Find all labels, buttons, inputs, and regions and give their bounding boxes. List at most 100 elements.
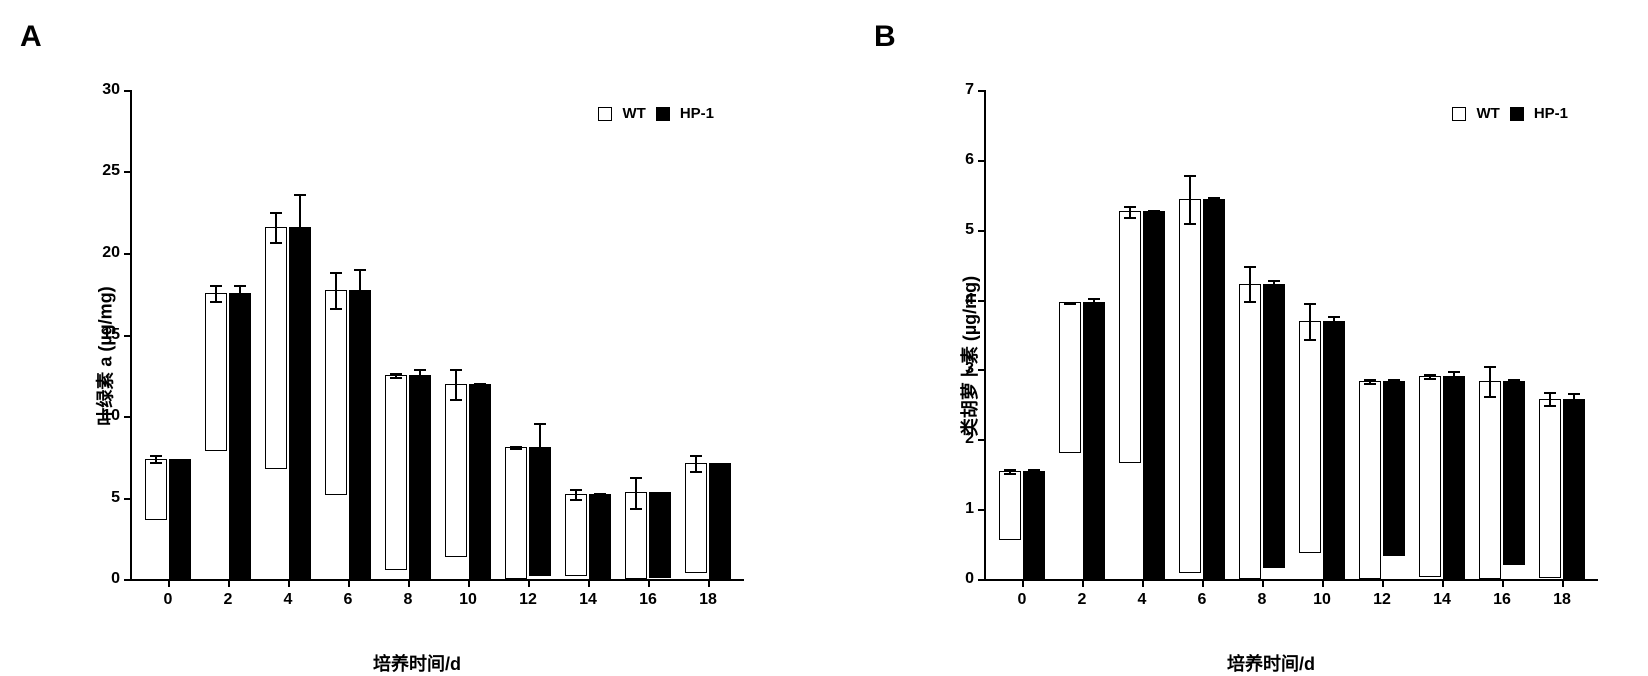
error-bar xyxy=(1069,302,1071,306)
error-bar xyxy=(1189,175,1191,225)
error-bar xyxy=(695,455,697,473)
bar-group xyxy=(505,447,551,579)
bar-hp-1 xyxy=(169,459,191,579)
x-tick xyxy=(1322,579,1324,587)
error-bar xyxy=(299,194,301,261)
bar-hp-1 xyxy=(289,227,311,579)
error-bar xyxy=(1009,469,1011,475)
error-bar xyxy=(1129,206,1131,219)
error-bar xyxy=(1153,210,1155,214)
x-tick-label: 8 xyxy=(404,591,413,609)
x-tick xyxy=(288,579,290,587)
x-tick xyxy=(348,579,350,587)
x-tick-label: 2 xyxy=(224,591,233,609)
bar-wt xyxy=(1239,284,1261,579)
bars-b xyxy=(986,90,1598,579)
x-tick xyxy=(168,579,170,587)
error-bar xyxy=(1213,197,1215,202)
y-tick-label: 0 xyxy=(965,570,974,588)
plot-area-a: WT HP-1 051015202530 024681012141618 xyxy=(130,90,744,581)
error-bar xyxy=(419,369,421,384)
bar-group xyxy=(565,494,611,579)
bars-a xyxy=(132,90,744,579)
y-tick xyxy=(978,160,986,162)
bar-wt xyxy=(1179,199,1201,573)
x-tick-label: 8 xyxy=(1258,591,1267,609)
y-tick-label: 10 xyxy=(102,407,120,425)
bar-hp-1 xyxy=(709,463,731,579)
bar-group xyxy=(1359,381,1405,579)
error-bar xyxy=(239,285,241,303)
error-bar xyxy=(659,492,661,495)
error-bar xyxy=(479,383,481,387)
y-tick xyxy=(978,230,986,232)
bar-hp-1 xyxy=(1383,381,1405,556)
y-tick xyxy=(124,335,132,337)
y-tick xyxy=(978,300,986,302)
x-tick xyxy=(588,579,590,587)
y-tick-label: 5 xyxy=(965,221,974,239)
x-tick-label: 14 xyxy=(1433,591,1451,609)
x-tick xyxy=(1442,579,1444,587)
x-tick xyxy=(1382,579,1384,587)
x-tick xyxy=(1022,579,1024,587)
x-tick-label: 10 xyxy=(459,591,477,609)
y-tick-label: 7 xyxy=(965,81,974,99)
y-tick xyxy=(124,498,132,500)
bar-wt xyxy=(205,293,227,451)
x-tick xyxy=(408,579,410,587)
bar-wt xyxy=(325,290,347,495)
bar-group xyxy=(445,384,491,579)
bar-group xyxy=(1059,302,1105,579)
panel-label-b: B xyxy=(874,20,896,54)
bar-hp-1 xyxy=(1443,376,1465,579)
bar-wt xyxy=(625,492,647,579)
error-bar xyxy=(335,272,337,310)
error-bar xyxy=(359,269,361,313)
x-tick xyxy=(1202,579,1204,587)
bar-group xyxy=(685,463,731,579)
error-bar xyxy=(215,285,217,303)
bar-wt xyxy=(685,463,707,573)
bar-hp-1 xyxy=(469,384,491,579)
bar-hp-1 xyxy=(1143,211,1165,579)
x-tick-label: 14 xyxy=(579,591,597,609)
error-bar xyxy=(1453,371,1455,384)
x-tick xyxy=(1082,579,1084,587)
error-bar xyxy=(719,463,721,466)
y-tick-label: 15 xyxy=(102,326,120,344)
bar-group xyxy=(999,471,1045,579)
x-tick-label: 6 xyxy=(344,591,353,609)
bar-hp-1 xyxy=(1323,321,1345,579)
y-tick xyxy=(124,579,132,581)
bar-wt xyxy=(265,227,287,469)
error-bar xyxy=(575,489,577,501)
error-bar xyxy=(1393,379,1395,385)
bar-group xyxy=(1479,381,1525,579)
bar-hp-1 xyxy=(1203,199,1225,579)
bar-group xyxy=(385,375,431,579)
y-tick xyxy=(978,369,986,371)
chart-a: 叶绿素 a (µg/mg) WT HP-1 051015202530 02468… xyxy=(80,80,754,631)
bar-hp-1 xyxy=(1563,399,1585,579)
y-axis-label-a: 叶绿素 a (µg/mg) xyxy=(92,286,118,425)
bar-wt xyxy=(999,471,1021,540)
bar-group xyxy=(325,290,371,579)
x-tick xyxy=(228,579,230,587)
error-bar xyxy=(1489,366,1491,397)
y-tick-label: 3 xyxy=(965,360,974,378)
error-bar xyxy=(599,493,601,496)
error-bar xyxy=(1333,316,1335,329)
x-tick-label: 16 xyxy=(1493,591,1511,609)
bar-hp-1 xyxy=(1083,302,1105,579)
error-bar xyxy=(155,455,157,464)
x-tick xyxy=(528,579,530,587)
error-bar xyxy=(1549,392,1551,407)
y-tick xyxy=(124,253,132,255)
bar-hp-1 xyxy=(1023,471,1045,579)
error-bar xyxy=(1573,393,1575,406)
x-tick-label: 0 xyxy=(1018,591,1027,609)
bar-hp-1 xyxy=(649,492,671,577)
bar-group xyxy=(625,492,671,579)
panel-b: B 类胡萝卜素 (µg/mg) WT HP-1 01234567 0246810… xyxy=(874,20,1628,651)
